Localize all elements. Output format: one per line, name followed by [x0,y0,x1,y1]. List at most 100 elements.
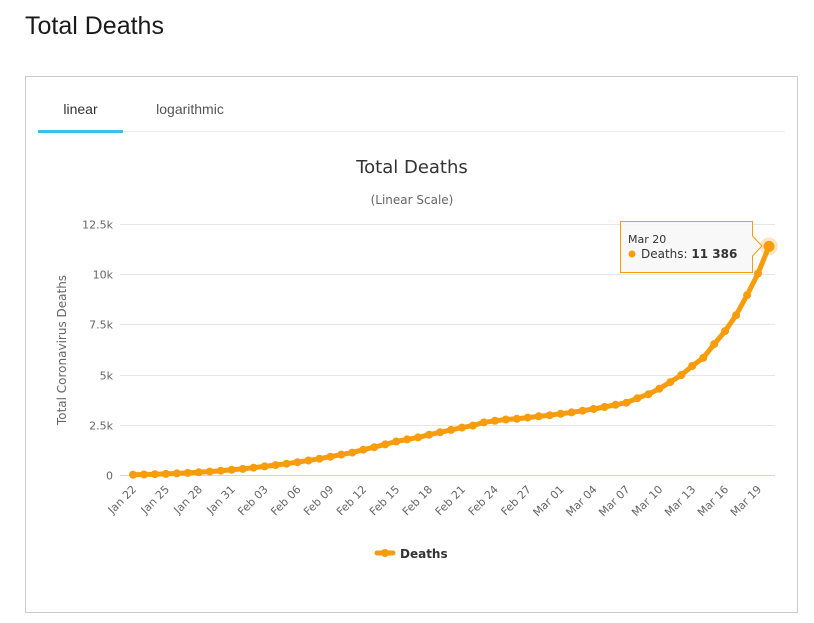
data-point[interactable] [140,470,148,479]
data-point[interactable] [490,416,499,425]
data-point[interactable] [545,411,554,420]
data-point[interactable] [479,418,488,427]
data-point[interactable] [304,456,313,465]
x-tick-label: Feb 21 [433,483,468,518]
data-point[interactable] [150,470,159,479]
x-tick-label: Jan 31 [204,483,238,517]
x-tick-label: Mar 07 [596,483,632,519]
data-point[interactable] [282,459,291,468]
data-point[interactable] [238,464,247,473]
data-point[interactable] [392,437,401,446]
x-tick-label: Feb 06 [268,483,303,518]
tab-logarithmic[interactable]: logarithmic [140,101,240,131]
data-point[interactable] [710,340,719,349]
data-point[interactable] [326,452,335,461]
data-point[interactable] [699,353,708,362]
legend[interactable]: Deaths [374,547,448,561]
y-tick-label: 5k [100,370,114,383]
x-tick-label: Mar 16 [695,483,731,519]
x-tick-label: Feb 27 [499,483,534,518]
hovered-data-point[interactable] [763,240,775,252]
data-point[interactable] [611,400,620,409]
x-tick-label: Feb 18 [400,483,435,518]
tab-linear-label: linear [63,101,98,117]
legend-marker-icon [381,549,389,557]
tab-logarithmic-label: logarithmic [156,101,224,117]
data-point[interactable] [501,415,510,424]
data-point[interactable] [589,405,598,413]
data-point[interactable] [655,384,664,393]
data-point[interactable] [425,430,434,439]
data-point[interactable] [688,362,697,370]
series-line [130,243,772,478]
data-point[interactable] [447,425,455,434]
data-point[interactable] [183,468,192,477]
data-point[interactable] [129,470,137,479]
data-point[interactable] [403,435,412,444]
x-tick-label: Mar 04 [563,483,599,519]
data-point[interactable] [644,390,653,399]
data-point[interactable] [556,409,565,418]
data-point[interactable] [205,467,214,476]
data-point[interactable] [567,408,576,417]
y-tick-label: 7.5k [89,319,113,332]
data-point[interactable] [293,458,302,467]
data-point[interactable] [633,394,642,403]
x-tick-label: Mar 13 [662,483,698,519]
data-point[interactable] [534,412,543,421]
x-tick-label: Feb 12 [334,483,369,518]
y-tick-label: 2.5k [89,420,113,433]
x-tick-label: Mar 10 [629,483,665,519]
data-point[interactable] [436,428,444,437]
tooltip-box [620,221,763,273]
tab-active-indicator [38,130,123,133]
data-point[interactable] [348,448,357,457]
data-point[interactable] [194,468,203,477]
scale-tabs: linear logarithmic [38,97,785,133]
tooltip-series-label: Deaths: [641,247,691,261]
data-point[interactable] [622,398,631,407]
data-point[interactable] [754,269,762,278]
chart-panel: linear logarithmic [25,76,798,613]
data-point[interactable] [249,463,258,472]
data-point[interactable] [743,291,752,300]
y-tick-label: 12.5k [82,219,113,232]
data-point[interactable] [359,445,368,454]
data-point[interactable] [677,371,686,379]
data-point[interactable] [666,378,675,387]
data-point[interactable] [732,311,741,320]
tooltip-series-dot-icon [628,250,636,258]
x-tick-label: Jan 28 [171,483,205,517]
x-tick-label: Feb 03 [235,483,270,518]
data-point[interactable] [578,406,587,415]
data-point[interactable] [227,465,236,474]
data-point[interactable] [458,423,466,432]
data-point[interactable] [512,414,521,423]
tab-linear[interactable]: linear [38,101,123,133]
data-point[interactable] [600,403,609,411]
data-point[interactable] [523,413,532,422]
data-point[interactable] [381,440,390,449]
data-point[interactable] [337,450,346,459]
data-point[interactable] [721,327,730,336]
chart-subtitle: (Linear Scale) [371,193,454,207]
x-tick-label: Mar 01 [531,483,567,519]
series-deaths[interactable] [129,237,778,479]
x-tick-label: Feb 24 [466,483,501,518]
data-point[interactable] [414,433,423,442]
data-point[interactable] [271,461,280,470]
data-point[interactable] [216,466,225,475]
data-point[interactable] [161,469,170,478]
tooltip-value-number: 11 386 [691,247,737,261]
data-point[interactable] [315,454,324,463]
data-point[interactable] [260,462,269,471]
data-point[interactable] [468,421,477,430]
data-point[interactable] [172,469,181,478]
data-point[interactable] [370,443,379,452]
tooltip-value: Deaths: 11 386 [641,247,737,261]
tooltip-date: Mar 20 [628,233,666,246]
y-axis-title: Total Coronavirus Deaths [55,275,69,426]
chart-title: Total Deaths [355,157,468,178]
